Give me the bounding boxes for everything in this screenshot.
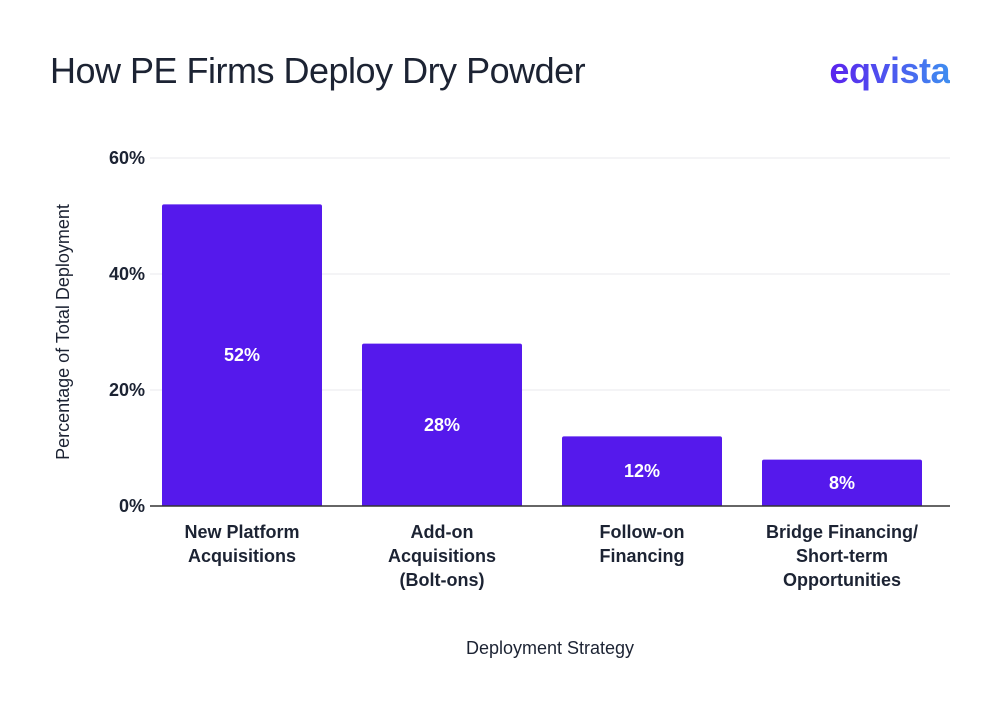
- x-tick-label-line: New Platform: [184, 522, 299, 542]
- bar-value-label: 28%: [424, 415, 460, 435]
- y-tick-label: 40%: [109, 264, 145, 284]
- x-tick-label-line: Bridge Financing/: [766, 522, 918, 542]
- bar: [362, 343, 522, 506]
- x-tick-labels: New Platform Acquisitions Add-on Acquisitio…: [184, 522, 918, 590]
- x-tick-label-line: Acquisitions: [188, 546, 296, 566]
- x-tick-label-line: Acquisitions: [388, 546, 496, 566]
- x-tick-label: Add-on Acquisitions (Bolt-ons): [388, 522, 496, 590]
- y-tick-label: 20%: [109, 380, 145, 400]
- bar: [762, 459, 922, 506]
- x-axis-title: Deployment Strategy: [466, 638, 634, 658]
- y-tick-label: 0%: [119, 496, 145, 516]
- y-axis-title: Percentage of Total Deployment: [53, 204, 73, 460]
- x-tick-label-line: Add-on: [411, 522, 474, 542]
- y-tick-labels: 0% 20% 40% 60%: [109, 148, 145, 516]
- x-tick-label: Bridge Financing/Short-term Opportunities: [766, 522, 918, 590]
- y-tick-label: 60%: [109, 148, 145, 168]
- page-title: How PE Firms Deploy Dry Powder: [50, 50, 586, 91]
- x-tick-label: New Platform Acquisitions: [184, 522, 299, 566]
- bar: [162, 204, 322, 506]
- bar-value-labels: 52% 28% 12% 8%: [224, 345, 855, 493]
- x-tick-label-line: (Bolt-ons): [400, 570, 485, 590]
- bars: [162, 204, 922, 506]
- x-tick-label-line: Short-term: [796, 546, 888, 566]
- bar: [562, 436, 722, 506]
- bar-value-label: 52%: [224, 345, 260, 365]
- x-tick-label-line: Opportunities: [783, 570, 901, 590]
- x-tick-label: Follow-on Financing: [600, 522, 685, 566]
- brand-logo: eqvista: [829, 50, 950, 91]
- bar-value-label: 8%: [829, 473, 855, 493]
- bar-value-label: 12%: [624, 461, 660, 481]
- x-tick-label-line: Follow-on: [600, 522, 685, 542]
- x-tick-label-line: Financing: [600, 546, 685, 566]
